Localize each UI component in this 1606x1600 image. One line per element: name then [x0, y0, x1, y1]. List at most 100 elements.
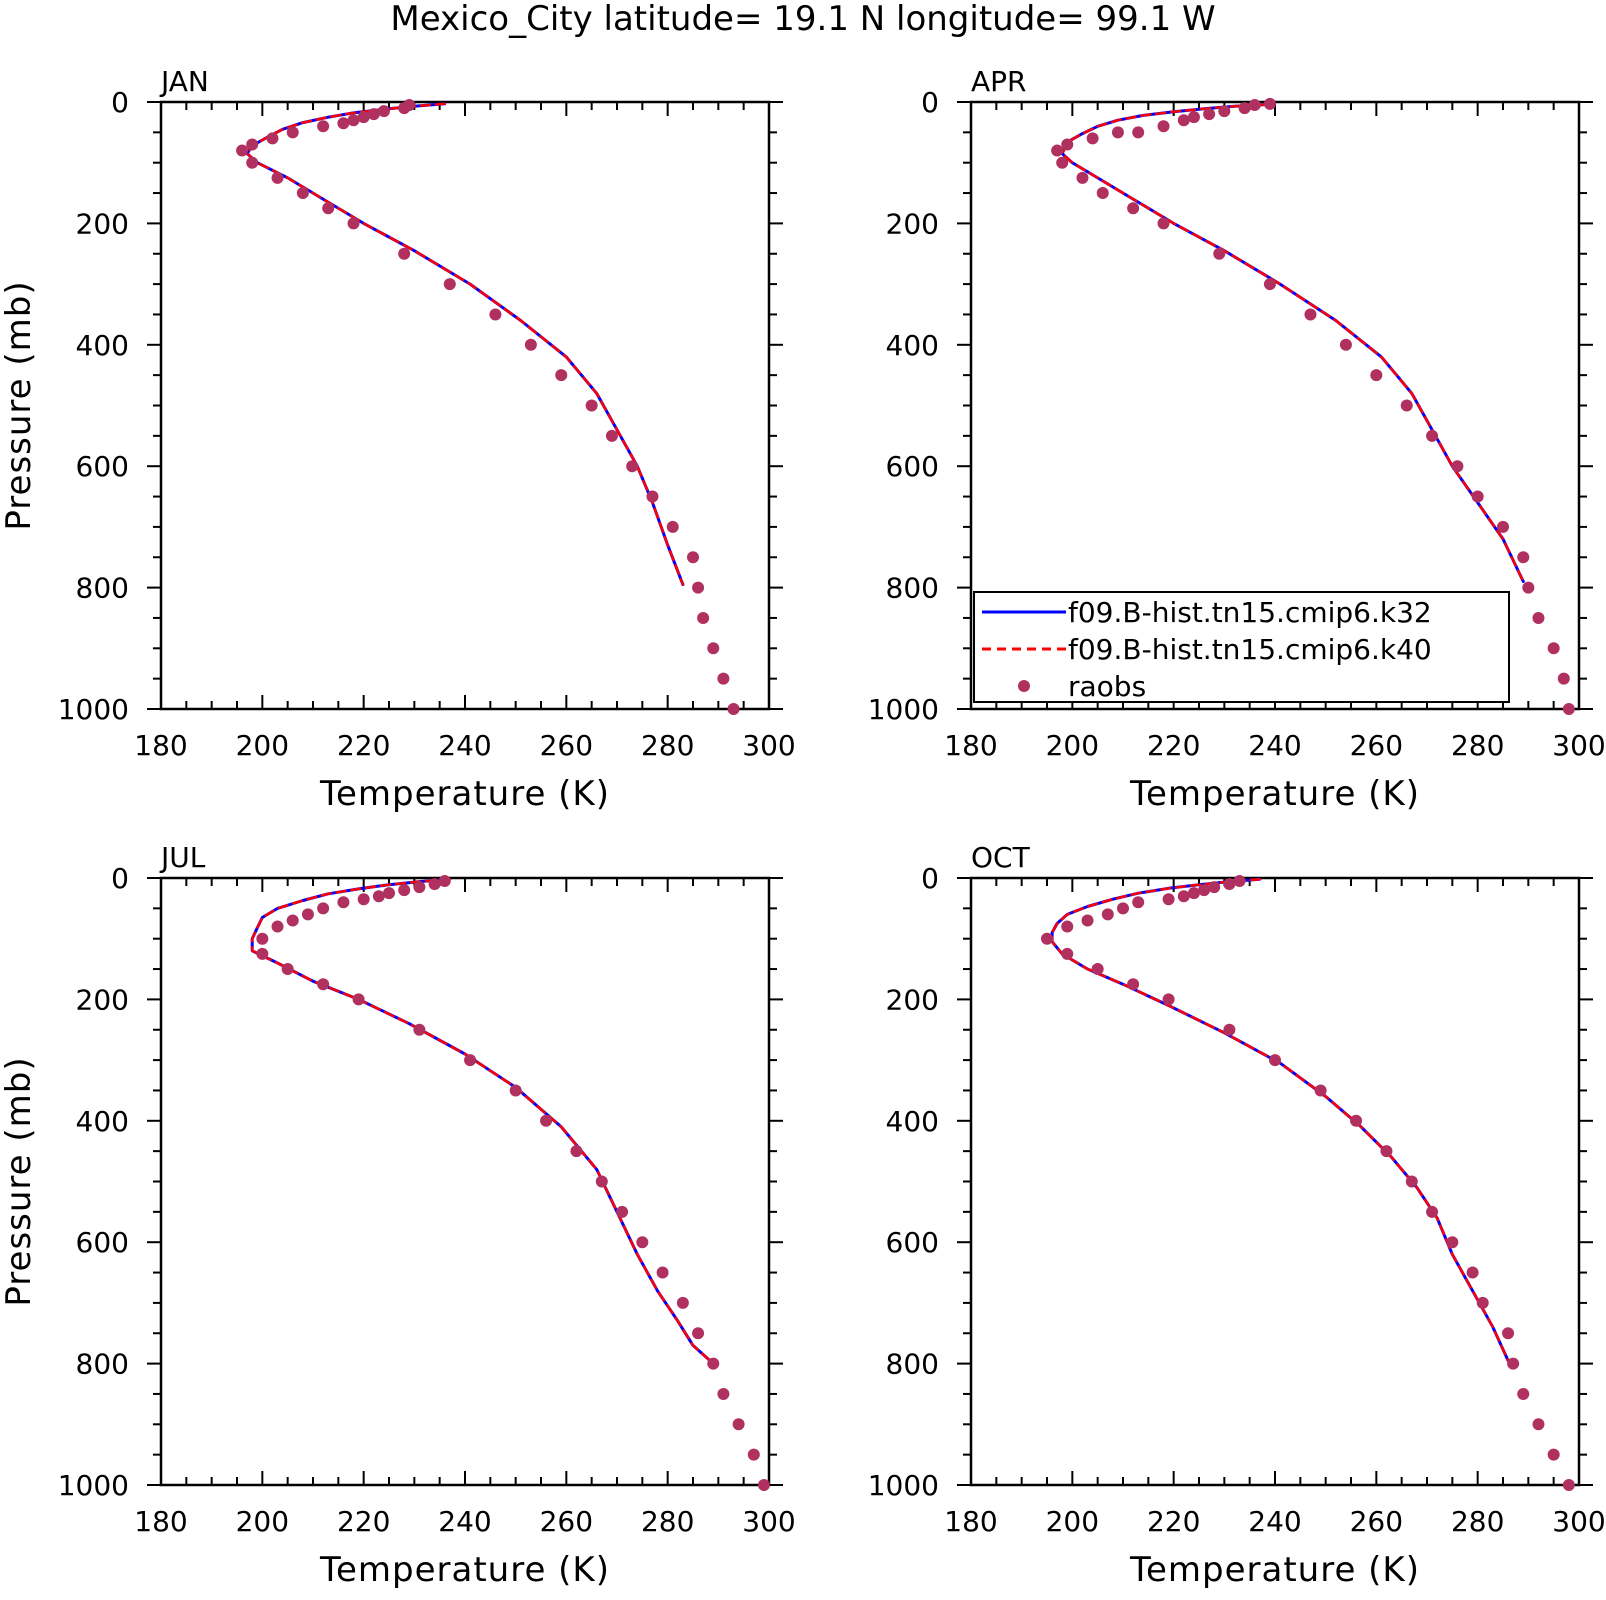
x-tick-label: 240	[1248, 729, 1301, 762]
figure-title: Mexico_City latitude= 19.1 N longitude= …	[390, 0, 1215, 39]
legend-label: raobs	[1068, 670, 1146, 703]
x-tick-label: 260	[540, 729, 593, 762]
y-axis-label: Pressure (mb)	[0, 1056, 39, 1306]
raobs-point	[626, 460, 639, 473]
raobs-point	[347, 114, 360, 127]
series-line-f09.B-hist.tn15.cmip6.k32	[245, 102, 685, 587]
series-raobs	[1041, 875, 1575, 1491]
panel-label-oct: OCT	[971, 841, 1031, 874]
y-tick-label: 400	[76, 1105, 129, 1138]
x-tick-label: 280	[641, 729, 694, 762]
raobs-point	[301, 908, 314, 921]
raobs-point	[438, 875, 451, 888]
raobs-point	[636, 1236, 649, 1249]
legend-label: f09.B-hist.tn15.cmip6.k32	[1068, 596, 1432, 629]
raobs-point	[317, 120, 330, 133]
raobs-point	[1233, 875, 1246, 888]
raobs-point	[1314, 1084, 1327, 1097]
raobs-point	[1238, 102, 1251, 115]
raobs-point	[1532, 1418, 1545, 1431]
x-tick-label: 260	[1350, 1505, 1403, 1538]
x-tick-label: 180	[944, 1505, 997, 1538]
raobs-point	[509, 1084, 522, 1097]
raobs-point	[317, 978, 330, 991]
y-tick-label: 200	[76, 983, 129, 1016]
y-tick-label: 1000	[868, 693, 939, 726]
x-tick-label: 240	[1248, 1505, 1301, 1538]
raobs-point	[266, 132, 279, 145]
x-tick-label: 280	[1451, 1505, 1504, 1538]
x-tick-label: 200	[236, 729, 289, 762]
y-tick-label: 400	[886, 329, 939, 362]
raobs-point	[1426, 429, 1439, 442]
y-tick-label: 400	[76, 329, 129, 362]
raobs-point	[697, 611, 710, 624]
raobs-point	[1263, 97, 1276, 110]
y-tick-label: 600	[76, 450, 129, 483]
raobs-point	[1086, 132, 1099, 145]
series-line-f09.B-hist.tn15.cmip6.k40	[250, 877, 715, 1365]
raobs-point	[337, 117, 350, 130]
raobs-point	[692, 1327, 705, 1340]
raobs-point	[1081, 914, 1094, 927]
raobs-point	[236, 144, 249, 157]
raobs-point	[1446, 1236, 1459, 1249]
raobs-point	[413, 1023, 426, 1036]
raobs-point	[1132, 126, 1145, 139]
raobs-point	[1451, 460, 1464, 473]
raobs-point	[322, 202, 335, 215]
raobs-point	[1400, 399, 1413, 412]
raobs-point	[256, 947, 269, 960]
raobs-point	[398, 102, 411, 115]
y-tick-label: 600	[76, 1226, 129, 1259]
y-tick-label: 800	[886, 572, 939, 605]
x-tick-label: 200	[1046, 1505, 1099, 1538]
x-axis-label: Temperature (K)	[319, 1550, 610, 1590]
legend: f09.B-hist.tn15.cmip6.k32 f09.B-hist.tn15…	[973, 591, 1510, 703]
series-line-f09.B-hist.tn15.cmip6.k40	[245, 102, 685, 586]
x-tick-label: 300	[1552, 729, 1605, 762]
raobs-point	[757, 1479, 770, 1491]
raobs-point	[352, 993, 365, 1006]
panels-container: JAN 180 200 220 240 260 280 300 0 200 400 600 800 100…	[0, 65, 1606, 1590]
x-tick-label: 240	[438, 729, 491, 762]
raobs-point	[377, 105, 390, 118]
x-tick-label: 280	[641, 1505, 694, 1538]
x-tick-label: 220	[337, 1505, 390, 1538]
y-tick-label: 800	[76, 1348, 129, 1381]
panel-label-apr: APR	[971, 65, 1027, 98]
raobs-point	[1127, 202, 1140, 215]
legend-label: f09.B-hist.tn15.cmip6.k40	[1068, 633, 1432, 666]
y-tick-label: 600	[886, 450, 939, 483]
y-tick-label: 0	[111, 86, 129, 119]
raobs-point	[286, 126, 299, 139]
x-tick-label: 220	[1147, 1505, 1200, 1538]
raobs-point	[367, 108, 380, 121]
raobs-point	[717, 1387, 730, 1400]
raobs-point	[1213, 247, 1226, 260]
raobs-point	[1198, 884, 1211, 897]
raobs-point	[1263, 278, 1276, 291]
raobs-point	[256, 932, 269, 945]
x-axis-label: Temperature (K)	[1129, 1550, 1420, 1590]
panel-label-jan: JAN	[159, 65, 209, 98]
raobs-point	[1061, 947, 1074, 960]
panel-oct: OCT 180 200 220 240 260 280 300 0 200 400 600 800 100…	[868, 841, 1606, 1590]
raobs-point	[605, 429, 618, 442]
raobs-point	[1380, 1145, 1393, 1158]
raobs-point	[281, 963, 294, 976]
raobs-point	[1476, 1296, 1489, 1309]
raobs-point	[1471, 490, 1484, 503]
plot-frame	[969, 876, 1581, 1487]
raobs-point	[1187, 111, 1200, 124]
raobs-point	[443, 278, 456, 291]
raobs-point	[1203, 108, 1216, 121]
raobs-point	[1162, 893, 1175, 906]
raobs-point	[595, 1175, 608, 1188]
y-tick-label: 200	[76, 207, 129, 240]
panel-label-jul: JUL	[159, 841, 206, 874]
raobs-point	[747, 1448, 760, 1461]
series-line-f09.B-hist.tn15.cmip6.k32	[1050, 877, 1510, 1363]
series-line-f09.B-hist.tn15.cmip6.k40	[1060, 103, 1525, 583]
